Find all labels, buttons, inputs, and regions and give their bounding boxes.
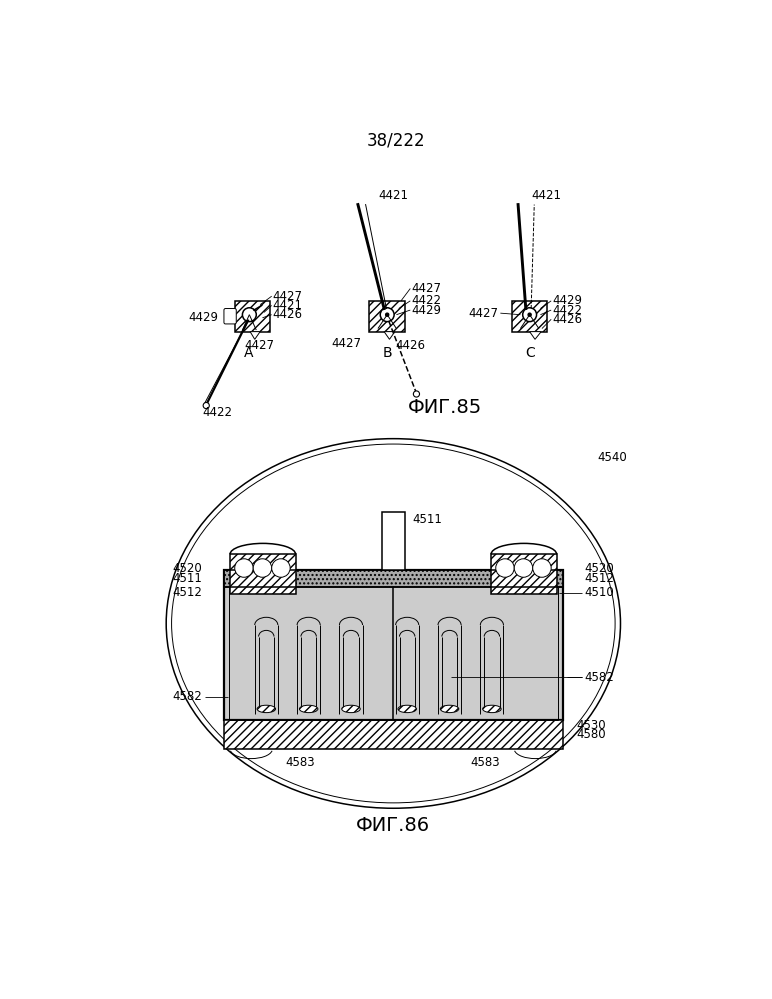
Polygon shape xyxy=(530,332,541,340)
Text: 4512: 4512 xyxy=(172,586,202,599)
Text: 4429: 4429 xyxy=(553,295,583,308)
Text: 4427: 4427 xyxy=(411,282,442,295)
FancyBboxPatch shape xyxy=(224,309,236,324)
Bar xyxy=(224,569,563,586)
Text: 4421: 4421 xyxy=(531,189,561,202)
Circle shape xyxy=(413,391,419,397)
Text: 4427: 4427 xyxy=(331,337,361,350)
Circle shape xyxy=(203,403,209,409)
Circle shape xyxy=(528,313,531,317)
Text: 4510: 4510 xyxy=(584,586,614,599)
Text: 4582: 4582 xyxy=(173,690,202,703)
Text: 4582: 4582 xyxy=(584,671,614,684)
Bar xyxy=(224,569,563,586)
Circle shape xyxy=(523,308,537,322)
Text: 4426: 4426 xyxy=(395,339,425,352)
Text: ФИГ.86: ФИГ.86 xyxy=(356,816,431,835)
Ellipse shape xyxy=(342,705,361,712)
Circle shape xyxy=(253,558,272,577)
Bar xyxy=(230,554,296,594)
Bar xyxy=(512,301,547,332)
Text: 4427: 4427 xyxy=(245,339,275,352)
Text: 4422: 4422 xyxy=(411,295,442,308)
Circle shape xyxy=(386,313,389,317)
Polygon shape xyxy=(384,332,395,340)
Text: 38/222: 38/222 xyxy=(367,132,425,150)
Text: B: B xyxy=(382,347,392,361)
Text: 4540: 4540 xyxy=(598,452,627,465)
Bar xyxy=(224,719,563,749)
Text: 4520: 4520 xyxy=(584,561,614,574)
Circle shape xyxy=(235,558,253,577)
Ellipse shape xyxy=(300,705,318,712)
Text: 4429: 4429 xyxy=(411,304,442,317)
Text: 4421: 4421 xyxy=(273,299,303,312)
Text: 4427: 4427 xyxy=(469,307,499,320)
Text: 4426: 4426 xyxy=(553,313,583,326)
Bar xyxy=(370,301,405,332)
Text: 4511: 4511 xyxy=(172,571,202,584)
Text: 4583: 4583 xyxy=(470,756,500,769)
Text: 4520: 4520 xyxy=(173,561,202,574)
Bar xyxy=(491,554,557,594)
Text: 4427: 4427 xyxy=(273,290,303,303)
Ellipse shape xyxy=(166,439,621,808)
Circle shape xyxy=(496,558,514,577)
Ellipse shape xyxy=(257,705,276,712)
Ellipse shape xyxy=(482,705,501,712)
Circle shape xyxy=(533,558,551,577)
Text: 4421: 4421 xyxy=(378,189,408,202)
Text: 4512: 4512 xyxy=(584,571,615,584)
Text: 4583: 4583 xyxy=(286,756,315,769)
Circle shape xyxy=(381,308,394,322)
Circle shape xyxy=(272,558,290,577)
Bar xyxy=(224,569,563,719)
Text: 4426: 4426 xyxy=(273,308,303,322)
Text: C: C xyxy=(525,347,534,361)
Ellipse shape xyxy=(398,705,416,712)
Polygon shape xyxy=(250,332,260,340)
Text: 4530: 4530 xyxy=(577,719,606,732)
Text: ФИГ.85: ФИГ.85 xyxy=(408,399,482,418)
Text: 4511: 4511 xyxy=(412,513,442,526)
Text: A: A xyxy=(244,347,253,361)
Text: 4422: 4422 xyxy=(202,406,232,419)
Circle shape xyxy=(242,308,256,322)
Text: 4422: 4422 xyxy=(553,304,583,317)
Bar xyxy=(382,511,405,569)
Text: 4429: 4429 xyxy=(188,312,218,325)
Text: 4580: 4580 xyxy=(577,728,606,741)
Ellipse shape xyxy=(440,705,459,712)
Bar xyxy=(235,301,270,332)
Circle shape xyxy=(514,558,533,577)
